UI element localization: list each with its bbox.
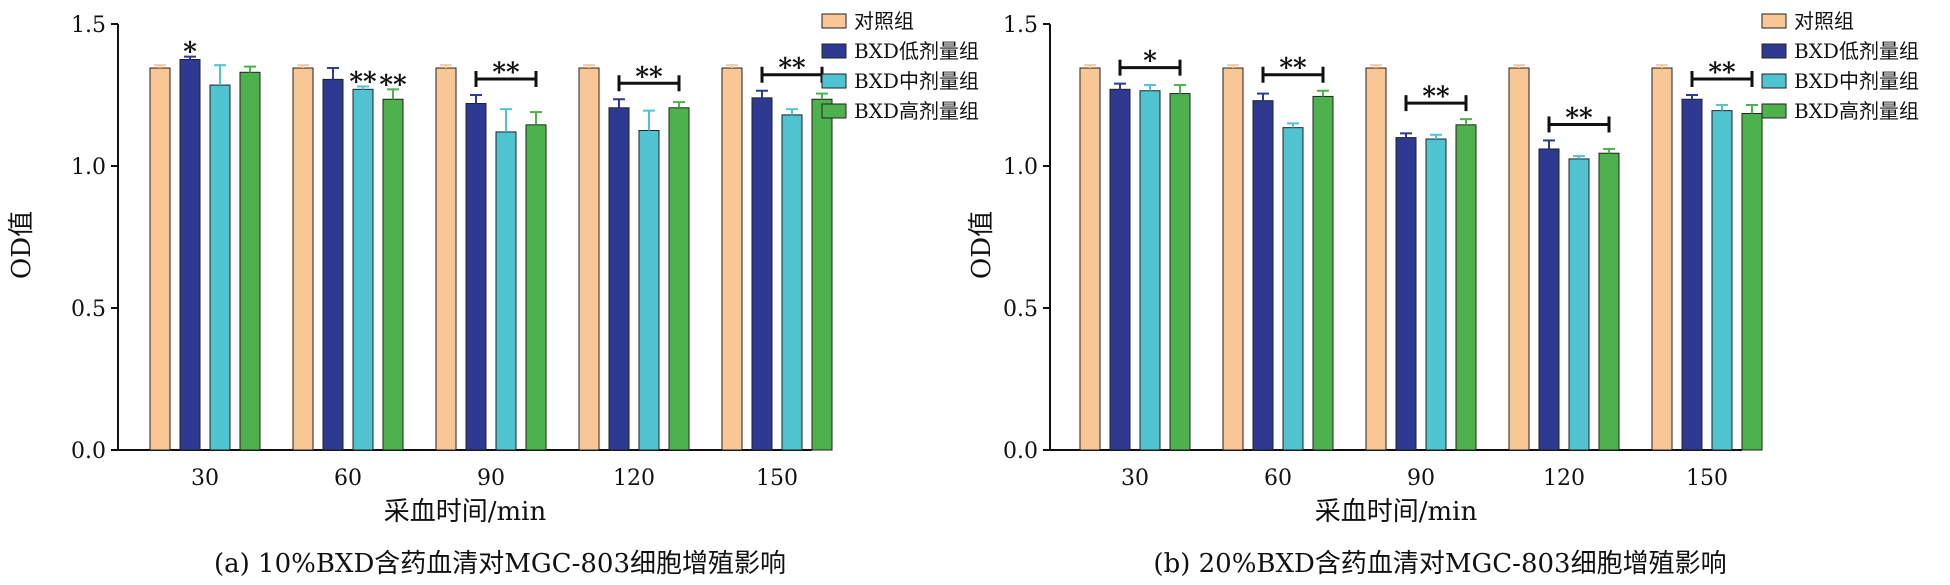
- legend-swatch: [1761, 73, 1787, 89]
- x-axis-title: 采血时间/min: [384, 497, 547, 527]
- y-tick-label: 0.0: [1003, 439, 1038, 464]
- bar: [1395, 137, 1417, 451]
- bar: [149, 67, 171, 451]
- bar: [1169, 93, 1191, 451]
- figure-caption: (b) 20%BXD含药血清对MGC-803细胞增殖影响: [1153, 549, 1726, 579]
- bar: [1282, 127, 1304, 451]
- legend-entry: BXD低剂量组: [854, 39, 979, 63]
- chart-panel-a: 0.00.51.01.530 60 90 120 150*** ** ** ** **对照组BX…: [7, 9, 979, 579]
- significance-marker: **: [492, 58, 520, 88]
- significance-marker: **: [1565, 103, 1593, 133]
- legend-entry: BXD低剂量组: [1794, 39, 1919, 63]
- bar: [1538, 148, 1560, 451]
- legend-swatch: [821, 103, 847, 119]
- bar: [352, 88, 374, 451]
- significance-marker: **: [349, 67, 377, 97]
- bar: [1312, 95, 1334, 451]
- bar: [1365, 67, 1387, 451]
- bar: [1651, 67, 1673, 451]
- legend-swatch: [821, 73, 847, 89]
- bar: [1741, 112, 1763, 451]
- bar: [239, 71, 261, 451]
- x-tick-label: 60: [1264, 466, 1292, 491]
- bar: [751, 97, 773, 451]
- x-tick-label: 90: [477, 466, 505, 491]
- x-tick-label: 90: [1407, 466, 1435, 491]
- bar: [292, 67, 314, 451]
- significance-marker: **: [778, 54, 806, 84]
- y-tick-label: 1.0: [1003, 155, 1038, 180]
- significance-marker: **: [1422, 82, 1450, 112]
- legend-entry: BXD高剂量组: [1794, 99, 1919, 123]
- bar: [668, 107, 690, 451]
- y-tick-label: 0.0: [71, 439, 106, 464]
- bar: [1139, 90, 1161, 451]
- bar: [1425, 138, 1447, 451]
- bar: [1109, 88, 1131, 451]
- significance-marker: **: [1708, 58, 1736, 88]
- bar: [1681, 98, 1703, 451]
- bar: [1079, 67, 1101, 451]
- significance-marker: **: [1279, 54, 1307, 84]
- legend-entry: BXD中剂量组: [854, 69, 979, 93]
- x-tick-label: 150: [756, 466, 798, 491]
- legend-entry: BXD中剂量组: [1794, 69, 1919, 93]
- x-axis-title: 采血时间/min: [1315, 497, 1478, 527]
- bar: [1455, 124, 1477, 451]
- bar: [495, 131, 517, 451]
- bar: [781, 114, 803, 451]
- y-tick-label: 1.5: [71, 13, 106, 38]
- legend-swatch: [821, 13, 847, 29]
- bar: [465, 103, 487, 451]
- bar: [1508, 67, 1530, 451]
- bar: [209, 84, 231, 451]
- bar: [638, 130, 660, 451]
- bar: [1711, 110, 1733, 451]
- legend-entry: 对照组: [854, 9, 914, 33]
- y-axis-title: OD值: [967, 211, 997, 279]
- bar: [1568, 158, 1590, 451]
- significance-marker: **: [635, 62, 663, 92]
- significance-marker: *: [183, 38, 197, 68]
- y-tick-label: 1.5: [1003, 13, 1038, 38]
- legend-swatch: [1761, 13, 1787, 29]
- bar: [811, 98, 833, 451]
- bar: [1252, 100, 1274, 451]
- x-tick-label: 150: [1686, 466, 1728, 491]
- bar: [1222, 67, 1244, 451]
- significance-marker: **: [379, 70, 407, 100]
- y-tick-label: 1.0: [71, 155, 106, 180]
- bar: [435, 67, 457, 451]
- figure-caption: (a) 10%BXD含药血清对MGC-803细胞增殖影响: [214, 549, 786, 579]
- y-tick-label: 0.5: [71, 297, 106, 322]
- legend-entry: BXD高剂量组: [854, 99, 979, 123]
- bar: [1598, 152, 1620, 451]
- bar: [608, 107, 630, 451]
- x-tick-label: 60: [334, 466, 362, 491]
- legend-swatch: [821, 43, 847, 59]
- x-tick-label: 120: [613, 466, 655, 491]
- bar: [382, 98, 404, 451]
- bar: [322, 78, 344, 451]
- bar: [525, 124, 547, 451]
- bar: [179, 59, 201, 451]
- legend-swatch: [1761, 43, 1787, 59]
- x-tick-label: 30: [191, 466, 219, 491]
- x-tick-label: 30: [1121, 466, 1149, 491]
- y-tick-label: 0.5: [1003, 297, 1038, 322]
- legend-entry: 对照组: [1794, 9, 1854, 33]
- legend-swatch: [1761, 103, 1787, 119]
- y-axis-title: OD值: [7, 211, 37, 279]
- significance-marker: *: [1143, 47, 1157, 77]
- chart-panel-b: 0.00.51.01.530 60 90 120 150* ********对照组BXD低…: [967, 9, 1919, 579]
- bar: [721, 67, 743, 451]
- x-tick-label: 120: [1543, 466, 1585, 491]
- bar: [578, 67, 600, 451]
